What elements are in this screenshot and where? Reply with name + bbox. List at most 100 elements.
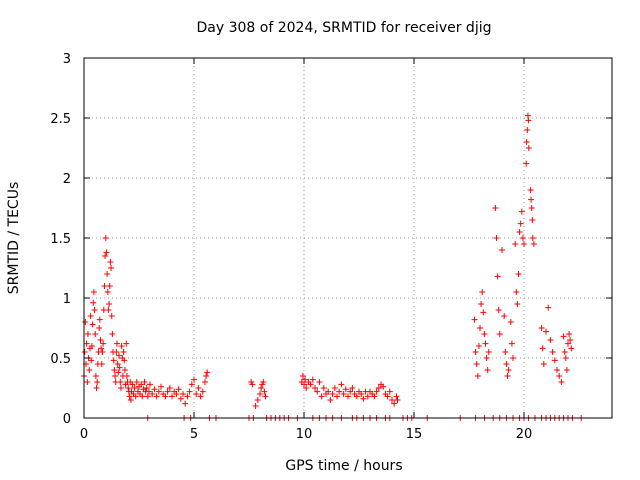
y-tick-label: 0 — [63, 412, 71, 427]
data-point-marker — [471, 316, 478, 323]
data-point-marker — [394, 397, 401, 403]
data-point-marker — [117, 385, 124, 391]
data-point-marker — [563, 367, 570, 373]
data-point-marker — [105, 307, 112, 313]
data-point-marker — [480, 309, 487, 316]
data-point-marker — [104, 289, 111, 295]
data-point-marker — [562, 355, 569, 361]
data-point-marker — [503, 361, 510, 367]
data-point-marker — [475, 343, 482, 349]
data-point-marker — [360, 395, 367, 402]
y-tick-label: 1.5 — [50, 232, 71, 247]
data-point-marker — [129, 381, 136, 388]
data-point-marker — [568, 345, 575, 352]
y-axis-label: SRMTID / TECUs — [6, 182, 22, 295]
data-point-marker — [143, 385, 150, 391]
x-tick-label: 10 — [296, 427, 313, 442]
data-point-marker — [89, 321, 96, 328]
data-point-marker — [202, 379, 208, 385]
data-point-marker — [118, 343, 125, 349]
data-point-marker — [82, 319, 89, 325]
data-point-marker — [545, 304, 552, 311]
data-point-marker — [502, 349, 509, 355]
data-point-marker — [166, 385, 173, 391]
data-point-marker — [529, 217, 536, 223]
data-point-marker — [371, 393, 378, 400]
data-point-marker — [145, 388, 152, 395]
data-point-marker — [554, 367, 560, 373]
data-point-marker — [125, 385, 132, 391]
data-point-marker — [197, 393, 204, 400]
data-point-marker — [517, 220, 524, 227]
data-point-marker — [182, 400, 189, 407]
data-point-marker — [126, 393, 133, 400]
data-point-marker — [518, 208, 525, 215]
data-markers — [81, 112, 585, 421]
data-point-marker — [547, 337, 554, 343]
data-point-marker — [495, 307, 502, 313]
data-point-marker — [316, 379, 323, 385]
data-point-marker — [543, 328, 549, 335]
data-point-marker — [101, 283, 108, 289]
data-point-marker — [139, 393, 146, 400]
data-point-marker — [375, 385, 382, 391]
data-point-marker — [349, 385, 356, 391]
data-point-marker — [342, 386, 349, 393]
data-point-marker — [320, 385, 327, 391]
data-point-marker — [493, 235, 500, 241]
data-point-marker — [523, 160, 530, 167]
data-point-marker — [158, 383, 164, 390]
data-point-marker — [155, 388, 162, 395]
data-point-marker — [257, 391, 263, 397]
data-point-marker — [86, 367, 93, 373]
data-point-marker — [88, 343, 95, 349]
data-point-marker — [492, 205, 499, 211]
data-point-marker — [353, 393, 360, 400]
data-point-marker — [151, 386, 158, 393]
data-point-marker — [149, 391, 156, 397]
data-point-marker — [474, 373, 481, 379]
data-point-marker — [508, 340, 515, 347]
grid — [84, 58, 612, 418]
data-point-marker — [132, 393, 139, 400]
data-point-marker — [114, 340, 120, 347]
data-point-marker — [318, 393, 325, 400]
data-point-marker — [92, 331, 99, 337]
data-point-marker — [84, 379, 91, 385]
data-point-marker — [393, 393, 400, 400]
data-point-marker — [384, 393, 391, 400]
data-point-marker — [184, 393, 191, 400]
data-point-marker — [94, 379, 101, 385]
data-point-marker — [336, 388, 343, 395]
data-point-marker — [138, 381, 145, 388]
data-point-marker — [121, 367, 128, 373]
data-point-marker — [88, 357, 95, 364]
data-point-marker — [199, 388, 206, 395]
y-tick-label: 0.5 — [50, 352, 71, 367]
data-point-marker — [141, 379, 148, 385]
data-point-marker — [566, 331, 573, 337]
data-point-marker — [127, 397, 134, 403]
data-point-marker — [92, 373, 99, 379]
data-point-marker — [90, 289, 97, 295]
data-point-marker — [106, 301, 113, 307]
data-point-marker — [177, 395, 184, 402]
data-point-marker — [477, 325, 483, 331]
x-tick-label: 0 — [80, 427, 88, 442]
data-point-marker — [110, 357, 117, 364]
data-point-marker — [164, 388, 171, 395]
data-point-marker — [514, 301, 521, 307]
data-point-marker — [334, 393, 340, 400]
axis-ticks: 0 5 10 15 20 0 0.5 1 1.5 2 2.5 3 — [50, 52, 612, 442]
data-point-marker — [389, 397, 395, 403]
data-point-marker — [193, 391, 200, 397]
data-point-marker — [123, 340, 130, 347]
data-point-marker — [527, 187, 534, 193]
data-point-marker — [528, 196, 535, 203]
x-tick-label: 5 — [190, 427, 198, 442]
data-point-marker — [116, 364, 123, 371]
data-point-marker — [499, 247, 505, 253]
data-point-marker — [131, 385, 138, 391]
